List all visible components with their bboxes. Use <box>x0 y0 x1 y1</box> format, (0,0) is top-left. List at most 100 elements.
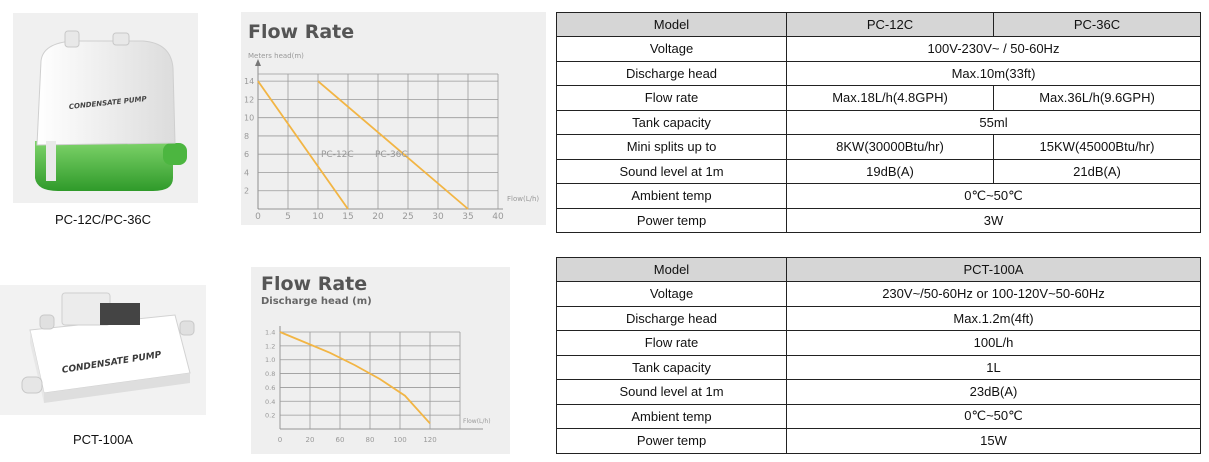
y-tick-label: 14 <box>244 77 254 86</box>
x-axis-label: Flow(L/h) <box>463 418 491 425</box>
y-tick-label: 1.0 <box>265 356 275 364</box>
flow-rate-chart-pc: Flow Rate Meters head(m) 0 5 10 15 20 25 30 35 4… <box>241 12 546 225</box>
product-caption-pc-12c: PC-12C/PC-36C <box>54 212 152 227</box>
row-label: Power temp <box>556 428 787 454</box>
x-tick-label: 20 <box>306 436 315 444</box>
x-tick-label: 35 <box>462 212 473 222</box>
header-pc-36c: PC-36C <box>993 12 1201 37</box>
table-row: Power temp 15W <box>556 428 1201 454</box>
row-value: 0℃~50℃ <box>786 183 1201 209</box>
series-annotation: PC-12C <box>321 150 354 160</box>
spec-table-pct-body: Voltage 230V~/50-60Hz or 100-120V~50-60Hz… <box>556 281 1201 454</box>
table-row: Ambient temp 0℃~50℃ <box>556 183 1201 209</box>
series-annotation: PC-36C <box>375 150 408 160</box>
table-row: Discharge head Max.10m(33ft) <box>556 60 1201 86</box>
row-value: 21dB(A) <box>993 158 1201 184</box>
table-row: Voltage 230V~/50-60Hz or 100-120V~50-60Hz <box>556 281 1201 307</box>
table-row: Flow rate Max.18L/h(4.8GPH) Max.36L/h(9.6G… <box>556 85 1201 111</box>
row-value: 55ml <box>786 109 1201 135</box>
series-line-pc-36c <box>317 80 469 210</box>
spec-table-pc: Model PC-12C PC-36C Voltage 100V-230V~ / … <box>556 12 1201 233</box>
x-axis-label: Flow(L/h) <box>507 195 539 203</box>
table-row: Sound level at 1m 23dB(A) <box>556 379 1201 405</box>
table-row: Tank capacity 1L <box>556 354 1201 380</box>
row-value: 100L/h <box>786 330 1201 356</box>
row-label: Flow rate <box>556 85 787 111</box>
flow-rate-chart-pc-svg: Flow Rate Meters head(m) 0 5 10 15 20 25 30 35 4… <box>244 21 539 222</box>
row-value: 8KW(30000Btu/hr) <box>786 134 994 160</box>
row-label: Flow rate <box>556 330 787 356</box>
y-tick-label: 12 <box>244 95 254 104</box>
row-value: Max.10m(33ft) <box>786 60 1201 86</box>
header-pct-100a: PCT-100A <box>786 257 1201 282</box>
y-tick-label: 2 <box>244 187 249 196</box>
x-tick-label: 40 <box>492 212 504 222</box>
row-label: Ambient temp <box>556 403 787 429</box>
pc-12c-pump-illustration: CONDENSATE PUMP <box>35 30 187 191</box>
row-label: Sound level at 1m <box>556 158 787 184</box>
y-tick-label: 0.2 <box>265 412 275 420</box>
x-tick-label: 0 <box>255 212 261 222</box>
row-value: 23dB(A) <box>786 379 1201 405</box>
product-photo-pc-12c: CONDENSATE PUMP <box>13 13 198 203</box>
pct-100a-pump-illustration: CONDENSATE PUMP <box>21 292 195 403</box>
y-tick-label: 1.2 <box>265 342 275 350</box>
row-value: 15KW(45000Btu/hr) <box>993 134 1201 160</box>
row-value: 230V~/50-60Hz or 100-120V~50-60Hz <box>786 281 1201 307</box>
x-tick-label: 0 <box>278 436 282 444</box>
y-axis-label: Meters head(m) <box>248 52 304 60</box>
chart-title: Flow Rate <box>261 273 367 295</box>
row-label: Tank capacity <box>556 109 787 135</box>
y-tick-label: 6 <box>244 150 249 159</box>
row-label: Discharge head <box>556 305 787 331</box>
y-tick-label: 4 <box>244 168 249 177</box>
y-tick-label: 10 <box>244 114 254 123</box>
row-label: Power temp <box>556 207 787 233</box>
x-tick-label: 15 <box>342 212 353 222</box>
y-tick-label: 1.4 <box>265 329 275 337</box>
header-model: Model <box>556 257 787 282</box>
spec-table-pc-body: Voltage 100V-230V~ / 50-60Hz Discharge hea… <box>556 36 1201 233</box>
flow-rate-chart-pct: Flow Rate Discharge head (m) 0 20 60 80 100 1… <box>251 267 510 454</box>
table-row: Flow rate 100L/h <box>556 330 1201 356</box>
table-row: Tank capacity 55ml <box>556 109 1201 135</box>
row-value: Max.36L/h(9.6GPH) <box>993 85 1201 111</box>
series-line-pc-12c <box>257 80 349 210</box>
table-row: Voltage 100V-230V~ / 50-60Hz <box>556 36 1201 62</box>
y-tick-label: 0.8 <box>265 370 275 378</box>
product-photo-pct-100a: CONDENSATE PUMP <box>0 285 206 415</box>
row-value: Max.1.2m(4ft) <box>786 305 1201 331</box>
row-label: Sound level at 1m <box>556 379 787 405</box>
chart-subtitle: Discharge head (m) <box>261 296 372 307</box>
row-label: Tank capacity <box>556 354 787 380</box>
row-value: 3W <box>786 207 1201 233</box>
table-row: Sound level at 1m 19dB(A) 21dB(A) <box>556 158 1201 184</box>
x-tick-label: 25 <box>402 212 413 222</box>
x-tick-label: 30 <box>432 212 444 222</box>
x-tick-label: 120 <box>423 436 436 444</box>
row-value: 15W <box>786 428 1201 454</box>
table-row: Power temp 3W <box>556 207 1201 233</box>
row-value: 0℃~50℃ <box>786 403 1201 429</box>
header-pc-12c: PC-12C <box>786 12 994 37</box>
y-tick-label: 0.4 <box>265 398 275 406</box>
x-tick-label: 20 <box>372 212 384 222</box>
row-value: 100V-230V~ / 50-60Hz <box>786 36 1201 62</box>
row-label: Voltage <box>556 281 787 307</box>
row-label: Ambient temp <box>556 183 787 209</box>
x-tick-label: 5 <box>285 212 291 222</box>
series-line <box>279 331 431 425</box>
flow-rate-chart-pct-svg: Flow Rate Discharge head (m) 0 20 60 80 100 1… <box>261 273 491 444</box>
header-model: Model <box>556 12 787 37</box>
chart-title: Flow Rate <box>248 21 354 43</box>
row-value: Max.18L/h(4.8GPH) <box>786 85 994 111</box>
table-row: Mini splits up to 8KW(30000Btu/hr) 15KW(45… <box>556 134 1201 160</box>
spec-table-pct: Model PCT-100A Voltage 230V~/50-60Hz or 1… <box>556 257 1201 454</box>
x-tick-label: 60 <box>336 436 345 444</box>
x-tick-label: 10 <box>312 212 324 222</box>
y-axis-arrow <box>255 59 261 66</box>
x-tick-label: 80 <box>366 436 375 444</box>
table-row: Ambient temp 0℃~50℃ <box>556 403 1201 429</box>
row-label: Voltage <box>556 36 787 62</box>
x-tick-label: 100 <box>393 436 406 444</box>
